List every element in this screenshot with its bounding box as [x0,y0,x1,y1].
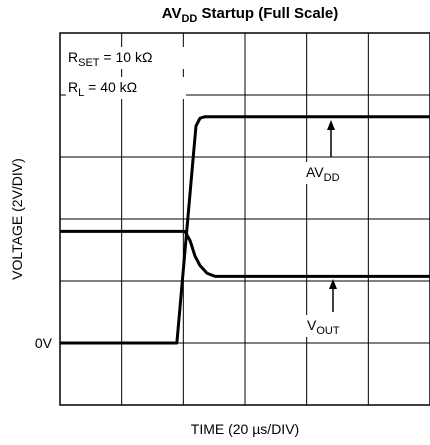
annotation-rest: = 40 kΩ [84,79,137,95]
annotation-bg [66,77,186,99]
series-label-main: V [307,317,317,333]
series-label-sub: DD [324,172,340,184]
annotation-main: R [68,49,78,65]
title-sub: DD [181,13,197,25]
title-main: AV [162,5,182,22]
series-label-bg [304,162,360,184]
annotation-sub: SET [78,57,100,69]
title-rest: Startup (Full Scale) [197,5,338,22]
trace [60,115,430,345]
x-axis-label: TIME (20 µs/DIV) [191,421,299,437]
annotation-main: R [68,79,78,95]
plot-frame [59,32,430,406]
annotation-rest: = 10 kΩ [100,49,153,65]
arrow-head [329,279,337,289]
annotation-bg [66,47,186,69]
series-label-main: AV [306,164,324,180]
series-label-bg [305,315,361,337]
annotation: RL = 40 kΩ [68,79,137,99]
arrow-head [327,120,335,130]
annotation-sub: L [78,87,84,99]
chart-title: AVDD Startup (Full Scale) [162,5,338,25]
annotation: RSET = 10 kΩ [68,49,152,69]
trace [60,229,430,278]
y-tick-label: 0V [35,335,53,351]
series-label: AVDD [306,164,340,184]
series-label-sub: OUT [316,325,340,337]
y-axis-label: VOLTAGE (2V/DIV) [9,158,25,280]
series-label: VOUT [307,317,340,337]
